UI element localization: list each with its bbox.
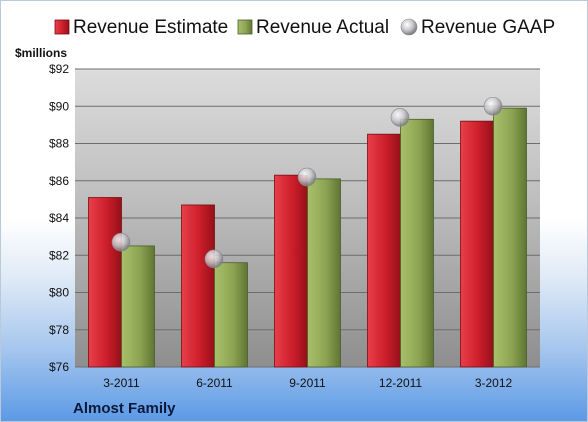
y-axis-ticks: $76 $78 $80 $82 $84 $86 $88 $90 $92 xyxy=(49,62,69,374)
x-tick-label: 3-2012 xyxy=(475,376,513,390)
x-tick-label: 3-2011 xyxy=(103,376,140,390)
x-tick-label: 12-2011 xyxy=(379,376,422,390)
bar-revenue-estimate xyxy=(88,197,122,368)
y-tick-label: $84 xyxy=(49,211,69,225)
y-axis-unit-label: $millions xyxy=(15,46,67,60)
bars xyxy=(88,107,527,368)
gaap-markers xyxy=(111,96,503,269)
marker-revenue-gaap xyxy=(111,232,131,252)
y-tick-label: $80 xyxy=(49,286,69,300)
x-axis-ticks: 3-2011 6-2011 9-2011 12-2011 3-2012 xyxy=(103,376,512,390)
legend-label-gaap: Revenue GAAP xyxy=(421,17,555,38)
bar-revenue-actual xyxy=(121,245,155,368)
bar-revenue-estimate xyxy=(181,204,215,368)
x-tick-label: 6-2011 xyxy=(196,376,233,390)
legend-label-estimate: Revenue Estimate xyxy=(73,17,228,38)
bar-revenue-estimate xyxy=(274,174,308,368)
bar-revenue-actual xyxy=(307,178,341,368)
bar-revenue-actual xyxy=(493,107,527,368)
legend-marker-gaap xyxy=(400,18,418,36)
legend-swatch-actual xyxy=(237,19,253,35)
y-tick-label: $92 xyxy=(49,62,69,76)
legend: Revenue Estimate Revenue Actual Revenue … xyxy=(54,17,555,38)
bar-revenue-actual xyxy=(400,118,434,368)
y-tick-label: $90 xyxy=(49,99,69,113)
legend-label-actual: Revenue Actual xyxy=(256,17,389,38)
y-tick-label: $86 xyxy=(49,174,69,188)
y-tick-label: $76 xyxy=(49,360,69,374)
bar-revenue-estimate xyxy=(367,133,401,368)
bar-revenue-estimate xyxy=(460,120,494,368)
bar-revenue-actual xyxy=(214,262,248,368)
x-tick-label: 9-2011 xyxy=(289,376,326,390)
marker-revenue-gaap xyxy=(297,167,317,187)
y-tick-label: $78 xyxy=(49,323,69,337)
company-name: Almost Family xyxy=(73,400,176,417)
marker-revenue-gaap xyxy=(483,96,503,116)
marker-revenue-gaap xyxy=(390,108,410,127)
legend-swatch-estimate xyxy=(54,19,70,35)
y-tick-label: $88 xyxy=(49,137,69,151)
marker-revenue-gaap xyxy=(204,249,224,269)
y-tick-label: $82 xyxy=(49,248,69,262)
